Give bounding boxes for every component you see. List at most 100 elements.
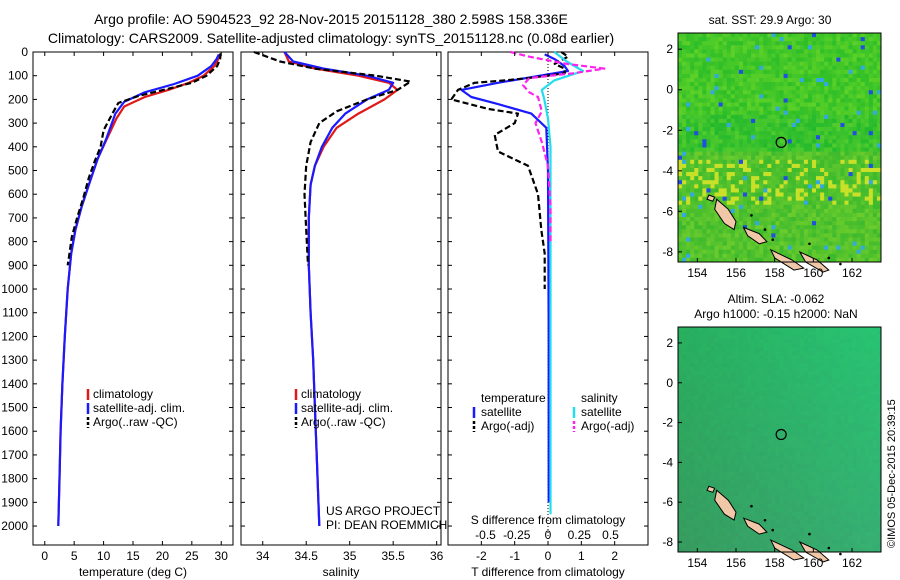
map-cell xyxy=(682,229,687,234)
map-cell xyxy=(738,419,744,424)
map-cell xyxy=(682,395,687,400)
map-cell xyxy=(706,395,711,400)
map-cell xyxy=(799,37,805,42)
map-cell xyxy=(742,192,748,197)
map-cell xyxy=(836,151,841,157)
map-cell xyxy=(763,327,768,332)
map-cell xyxy=(787,391,793,396)
map-cell xyxy=(763,253,768,259)
map-cell xyxy=(690,435,695,440)
map-cell xyxy=(690,188,695,193)
map-cell xyxy=(799,73,805,79)
map-cell xyxy=(856,208,862,214)
map-cell xyxy=(722,237,728,242)
map-cell xyxy=(820,347,825,352)
map-cell xyxy=(811,45,817,50)
map-cell xyxy=(824,245,829,251)
map-cell xyxy=(816,57,821,63)
map-cell xyxy=(803,57,809,63)
map-cell xyxy=(767,343,772,348)
map-cell xyxy=(759,151,764,157)
map-cell xyxy=(751,351,756,356)
map-cell xyxy=(722,335,728,340)
map-cell xyxy=(763,407,768,412)
map-cell xyxy=(872,233,878,238)
map-cell xyxy=(726,122,732,128)
map-cell xyxy=(795,475,801,481)
map-cell xyxy=(868,419,874,424)
map-cell xyxy=(726,371,732,376)
map-cell xyxy=(726,118,732,124)
map-cell xyxy=(767,403,772,408)
map-cell xyxy=(828,94,833,99)
map-cell xyxy=(771,163,776,169)
map-cell xyxy=(738,57,744,63)
map-cell xyxy=(706,118,711,124)
map-cell xyxy=(775,180,780,185)
map-cell xyxy=(734,65,740,71)
map-cell xyxy=(718,229,724,234)
map-cell xyxy=(682,471,687,477)
map-cell xyxy=(872,359,878,364)
map-cell xyxy=(775,192,780,197)
map-cell xyxy=(868,37,874,42)
map-cell xyxy=(747,208,752,214)
map-cell xyxy=(702,204,707,210)
map-cell xyxy=(771,367,776,372)
map-cell xyxy=(779,327,784,332)
map-cell xyxy=(795,53,801,58)
map-cell xyxy=(722,343,728,348)
map-cell xyxy=(730,455,736,460)
map-cell xyxy=(738,180,744,185)
map-cell xyxy=(864,151,870,157)
map-cell xyxy=(698,77,703,83)
map-cell xyxy=(678,355,683,360)
map-cell xyxy=(678,383,683,388)
series-line-argo-raw-qc- xyxy=(66,53,222,266)
map-cell xyxy=(694,335,699,340)
map-cell xyxy=(820,451,825,456)
map-cell xyxy=(807,225,813,230)
map-cell xyxy=(734,431,740,436)
map-cell xyxy=(832,253,837,259)
map-cell xyxy=(682,367,687,372)
map-cell xyxy=(682,184,687,189)
map-cell xyxy=(868,180,874,185)
map-cell xyxy=(767,53,772,58)
map-cell xyxy=(807,471,813,477)
map-cell xyxy=(678,427,683,432)
map-cell xyxy=(860,391,866,396)
map-cell xyxy=(698,245,703,251)
map-cell xyxy=(848,331,853,336)
map-cell xyxy=(706,200,711,206)
map-cell xyxy=(868,407,874,412)
map-cell xyxy=(763,363,768,368)
map-cell xyxy=(820,431,825,436)
map-cell xyxy=(759,257,764,263)
map-cell xyxy=(864,395,870,400)
map-cell xyxy=(747,180,752,185)
map-cell xyxy=(832,188,837,193)
map-cell xyxy=(742,327,748,332)
map-cell xyxy=(840,151,845,157)
map-cell xyxy=(714,73,719,79)
map-cell xyxy=(775,37,780,42)
map-cell xyxy=(787,327,793,332)
map-cell xyxy=(795,61,801,67)
map-cell xyxy=(747,192,752,197)
map-cell xyxy=(848,163,853,169)
map-cell xyxy=(734,131,740,136)
map-cell xyxy=(742,73,748,79)
map-cell xyxy=(864,335,870,340)
map-cell xyxy=(876,367,882,372)
map-cell xyxy=(690,200,695,206)
map-cell xyxy=(775,359,780,364)
map-cell xyxy=(779,114,784,120)
map-cell xyxy=(824,411,829,416)
map-cell xyxy=(840,180,845,185)
map-cell xyxy=(820,200,825,206)
map-cell xyxy=(856,391,862,396)
map-cell xyxy=(816,391,821,396)
map-cell xyxy=(852,463,858,469)
map-cell xyxy=(779,331,784,336)
